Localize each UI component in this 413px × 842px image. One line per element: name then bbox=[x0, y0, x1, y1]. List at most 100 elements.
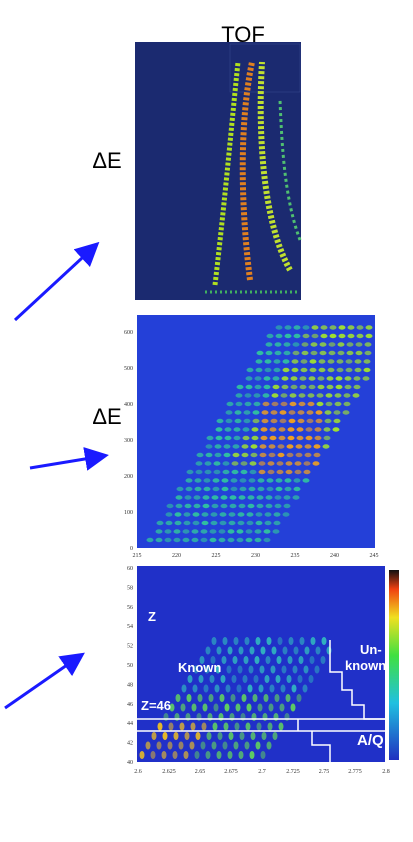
blob bbox=[198, 675, 204, 683]
blob bbox=[228, 512, 236, 517]
blob bbox=[336, 359, 344, 364]
blob bbox=[191, 529, 199, 534]
blob bbox=[264, 520, 272, 526]
blob bbox=[347, 325, 355, 330]
blob bbox=[287, 427, 295, 432]
arrow bbox=[13, 241, 100, 322]
blob bbox=[189, 741, 195, 750]
blob bbox=[236, 529, 244, 534]
blob bbox=[253, 393, 261, 398]
blob bbox=[166, 503, 174, 509]
blob bbox=[315, 418, 323, 424]
blob bbox=[269, 427, 277, 432]
blob bbox=[268, 452, 276, 458]
y-tick-label: 60 bbox=[127, 566, 133, 572]
blob bbox=[211, 503, 219, 509]
blob bbox=[165, 512, 173, 517]
blob bbox=[338, 325, 346, 330]
blob bbox=[251, 435, 259, 441]
blob bbox=[200, 529, 208, 534]
blob bbox=[278, 722, 284, 731]
blob bbox=[220, 503, 228, 509]
blob bbox=[354, 359, 362, 364]
blob bbox=[183, 751, 189, 759]
blob bbox=[328, 342, 336, 347]
blob bbox=[265, 656, 271, 664]
blob bbox=[243, 418, 251, 424]
blob bbox=[252, 410, 260, 415]
blob bbox=[235, 703, 241, 712]
blob bbox=[307, 401, 315, 407]
blob bbox=[273, 359, 281, 364]
blob bbox=[236, 384, 244, 390]
blob bbox=[305, 427, 313, 432]
blob bbox=[238, 646, 244, 655]
blob bbox=[209, 537, 217, 543]
blob bbox=[263, 529, 271, 534]
blob bbox=[230, 694, 236, 702]
blob bbox=[254, 376, 262, 381]
blob bbox=[279, 410, 287, 415]
blob bbox=[313, 444, 321, 449]
blob bbox=[258, 469, 266, 475]
blob bbox=[298, 401, 306, 407]
blob bbox=[156, 741, 162, 750]
blob bbox=[275, 333, 283, 339]
x-tick-label: 2.625 bbox=[162, 769, 176, 775]
blob bbox=[172, 751, 178, 759]
blob bbox=[266, 637, 272, 645]
blob bbox=[264, 367, 272, 373]
blob bbox=[302, 478, 310, 483]
blob bbox=[260, 427, 268, 432]
blob bbox=[268, 444, 276, 449]
blob bbox=[208, 694, 214, 702]
blob bbox=[247, 684, 253, 693]
blob bbox=[270, 665, 276, 674]
blob bbox=[223, 452, 231, 458]
blob bbox=[242, 427, 250, 432]
blob bbox=[257, 703, 263, 712]
blob bbox=[157, 722, 163, 731]
blob bbox=[173, 537, 181, 543]
blob bbox=[275, 478, 283, 483]
blob bbox=[222, 637, 228, 645]
blob bbox=[304, 444, 312, 449]
blob bbox=[227, 537, 235, 543]
blob bbox=[342, 410, 350, 415]
blob bbox=[247, 495, 255, 500]
blob bbox=[266, 486, 274, 492]
blob bbox=[356, 333, 364, 339]
blob bbox=[302, 325, 310, 330]
blob bbox=[235, 401, 243, 407]
blob bbox=[214, 444, 222, 449]
blob bbox=[307, 393, 315, 398]
blob bbox=[344, 384, 352, 390]
y-tick-label: 400 bbox=[124, 402, 133, 408]
blob bbox=[276, 461, 284, 466]
blob bbox=[300, 367, 308, 373]
blob bbox=[248, 665, 254, 674]
blob bbox=[196, 713, 202, 721]
blob bbox=[284, 486, 292, 492]
blob bbox=[207, 713, 213, 721]
blob bbox=[200, 741, 206, 750]
blob bbox=[174, 520, 182, 526]
blob bbox=[287, 435, 295, 441]
blob bbox=[256, 503, 264, 509]
blob bbox=[323, 427, 331, 432]
blob bbox=[308, 384, 316, 390]
blob bbox=[194, 751, 200, 759]
blob bbox=[228, 732, 234, 740]
blob bbox=[276, 656, 282, 664]
blob bbox=[333, 418, 341, 424]
blob bbox=[175, 495, 183, 500]
blob bbox=[365, 325, 373, 330]
blob bbox=[267, 469, 275, 475]
blob bbox=[322, 444, 330, 449]
blob bbox=[200, 537, 208, 543]
blob bbox=[186, 694, 192, 702]
blob bbox=[344, 376, 352, 381]
blob bbox=[327, 367, 335, 373]
blob bbox=[162, 732, 168, 740]
blob bbox=[238, 503, 246, 509]
